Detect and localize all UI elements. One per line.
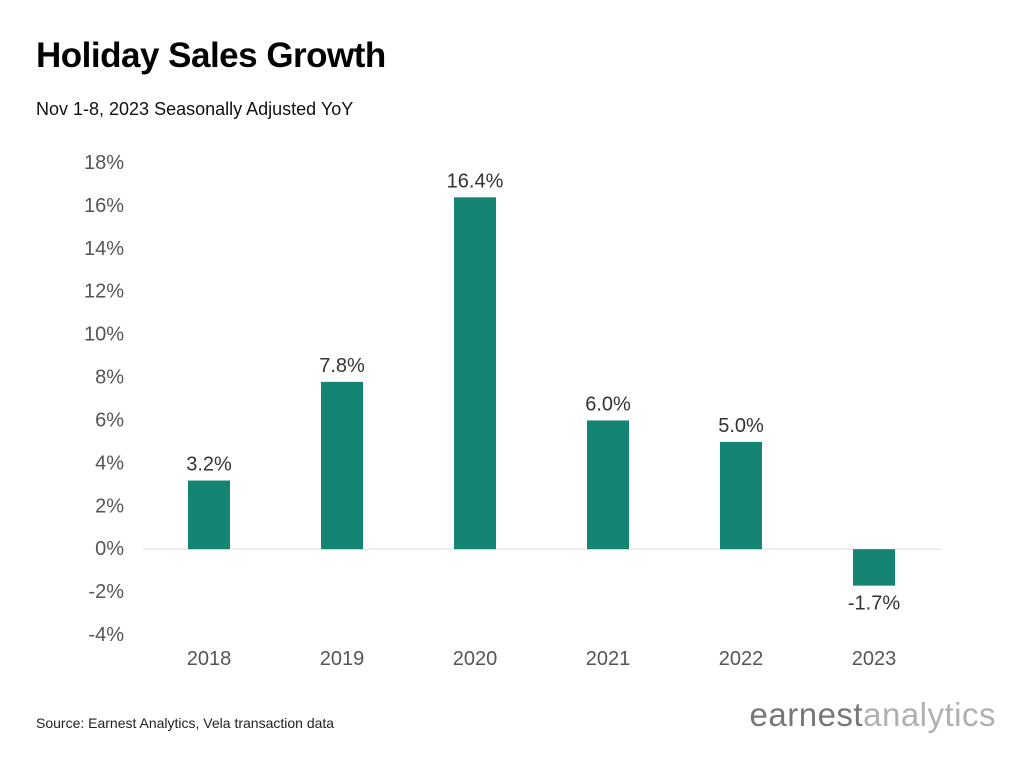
y-tick-label: 12% [84,281,124,303]
y-tick-label: 6% [95,409,124,431]
y-tick-label: -2% [88,581,124,603]
logo-text-analytics: analytics [863,696,996,733]
x-tick-label: 2021 [586,648,631,670]
bar [587,420,629,550]
data-label: 3.2% [186,454,232,476]
data-label: 5.0% [718,415,764,437]
chart-subtitle: Nov 1-8, 2023 Seasonally Adjusted YoY [36,99,354,119]
bar [188,480,230,550]
y-tick-label: 4% [95,452,124,474]
y-tick-label: -4% [88,624,124,646]
data-label: 7.8% [319,355,365,377]
y-tick-label: 14% [84,238,124,260]
x-tick-label: 2020 [453,648,498,670]
bar [454,197,496,550]
bar [853,549,895,586]
y-tick-label: 0% [95,538,124,560]
y-tick-label: 2% [95,495,124,517]
data-label: -1.7% [848,593,900,615]
y-tick-label: 16% [84,195,124,217]
logo-text-earnest: earnest [749,696,864,733]
source-note: Source: Earnest Analytics, Vela transact… [36,715,335,731]
x-tick-label: 2023 [852,648,897,670]
bar [321,381,363,550]
x-tick-label: 2018 [187,648,232,670]
y-tick-label: 18% [84,152,124,174]
earnest-analytics-logo: earnestanalytics [750,698,996,731]
data-label: 6.0% [585,393,631,415]
chart-title: Holiday Sales Growth [36,36,386,75]
y-tick-label: 8% [95,367,124,389]
y-tick-label: 10% [84,324,124,346]
x-tick-label: 2019 [320,648,365,670]
data-label: 16.4% [447,170,504,192]
bar [720,441,762,550]
x-tick-label: 2022 [719,648,764,670]
